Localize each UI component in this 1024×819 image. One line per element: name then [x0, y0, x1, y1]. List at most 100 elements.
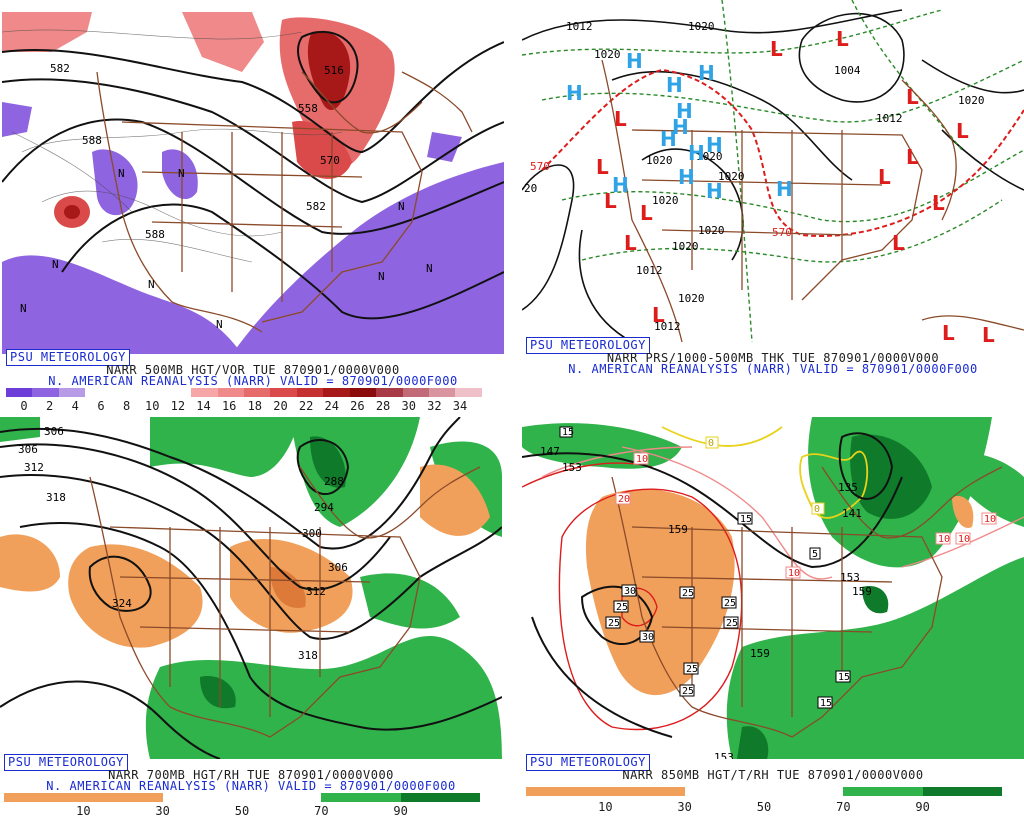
geography-outlines	[601, 59, 1024, 342]
contour-label: 153	[840, 571, 860, 584]
panel-title: NARR 850MB HGT/T/RH TUE 870901/0000V000	[622, 768, 924, 782]
vorticity-negative-atlantic	[427, 132, 462, 162]
temp-label: 10	[984, 514, 996, 525]
temp-label: 20	[618, 494, 630, 505]
contour-label: 159	[852, 585, 872, 598]
colorbar-segment	[217, 388, 244, 397]
contour-label: 159	[668, 523, 688, 536]
map-700mb: 306 306 312 318 324 288 294 300 306 312 …	[0, 417, 502, 759]
temp-label: 10	[938, 534, 950, 545]
temp-box: 30	[639, 630, 655, 643]
colorbar-segment	[85, 388, 112, 397]
temp-box: 5	[809, 547, 821, 560]
colorbar-segment	[191, 388, 218, 397]
moist-area	[290, 417, 420, 527]
contour-label: 288	[324, 475, 344, 488]
temp-label: 25	[726, 618, 738, 629]
psu-meteorology-logo: PSU METEOROLOGY	[526, 754, 650, 771]
temp-box: 25	[721, 596, 737, 609]
colorbar-segment	[526, 787, 606, 796]
panel-500mb-vorticity: 582 516 558 570 582 588 588 N N N N N N …	[2, 12, 504, 414]
high-marker: H	[626, 49, 643, 73]
temp-box: 0	[705, 436, 719, 449]
temp-label: 10	[958, 534, 970, 545]
temp-label: 5	[812, 549, 818, 560]
colorbar-segment	[111, 388, 139, 397]
colorbar-segment	[922, 787, 1002, 796]
moist-area-south	[726, 557, 1024, 759]
dry-area-atlantic	[420, 464, 490, 536]
contour-labels: 306 306 312 318 324 288 294 300 306 312 …	[18, 425, 348, 662]
colorbar-tick-label: 22	[298, 399, 314, 413]
vorticity-pacific-core	[64, 205, 80, 219]
dry-area-west	[68, 544, 203, 648]
contour-label: 516	[324, 64, 344, 77]
map-500mb: 582 516 558 570 582 588 588 N N N N N N …	[2, 12, 504, 354]
isobar-label: 1020	[672, 240, 699, 253]
colorbar-tick-label: 24	[324, 399, 339, 413]
temp-box: 0	[811, 502, 825, 515]
colorbar-ticks: 10 30 50 70 90	[0, 804, 502, 818]
colorbar-tick-label: 90	[915, 800, 930, 814]
colorbar-tick-label: 10	[598, 800, 613, 814]
vorticity-negative-rockies	[162, 149, 198, 200]
vorticity-min-marker: N	[52, 258, 59, 271]
contour-label: 558	[298, 102, 318, 115]
vorticity-negative-east	[232, 162, 504, 354]
vorticity-negative-south	[2, 255, 242, 354]
contour-label: 582	[50, 62, 70, 75]
temp-label: 0	[814, 504, 820, 515]
low-marker: L	[652, 303, 665, 327]
temp-box: 10	[633, 452, 649, 465]
vorticity-min-marker: N	[178, 167, 185, 180]
vorticity-positive-area	[182, 12, 264, 72]
negative-markers: N N N N N N N N N	[20, 167, 433, 331]
contour-label: 312	[24, 461, 44, 474]
colorbar-tick-label: 26	[350, 399, 365, 413]
colorbar-segment	[243, 388, 271, 397]
isobar-label: 20	[524, 182, 537, 195]
temp-box: 25	[683, 662, 699, 675]
dry-area-atlantic	[952, 496, 974, 528]
panel-title: NARR 700MB HGT/RH TUE 870901/0000V000	[108, 768, 394, 782]
temp-label: 10	[636, 454, 648, 465]
low-marker: L	[596, 155, 609, 179]
isobar-label: 1020	[594, 48, 621, 61]
low-marker: L	[932, 191, 945, 215]
temp-label: 15	[820, 698, 832, 709]
contour-label: 588	[82, 134, 102, 147]
temp-label: 15	[838, 672, 850, 683]
colorbar-tick-label: 8	[122, 399, 131, 413]
temp-label: 30	[642, 632, 654, 643]
colorbar-tick-label: 0	[20, 399, 28, 413]
vorticity-min-marker: N	[216, 318, 223, 331]
isobar-label: 1020	[958, 94, 985, 107]
very-moist-core	[862, 586, 889, 614]
colorbar-tick-label: 70	[836, 800, 851, 814]
map-pressure: 1012 1020 1020 1004 1020 1012 1020 1020 …	[522, 0, 1024, 342]
colorbar-segment	[400, 793, 480, 802]
colorbar-segment	[605, 787, 685, 796]
vorticity-nw-area	[2, 12, 92, 52]
vorticity-min-marker: N	[398, 200, 405, 213]
colorbar-tick-label: 20	[273, 399, 288, 413]
height-contours	[0, 417, 502, 759]
colorbar-segment	[321, 793, 401, 802]
temp-box: 15	[835, 670, 851, 683]
colorbar-segment	[376, 388, 403, 397]
contour-label: 570	[320, 154, 340, 167]
colorbar-segment	[296, 388, 324, 397]
isobar-label: 1012	[876, 112, 903, 125]
low-marker: L	[624, 231, 637, 255]
temp-label: 25	[608, 618, 620, 629]
vorticity-negative-pacific	[2, 102, 32, 137]
contour-label: 141	[842, 507, 862, 520]
temp-box: 15	[559, 426, 574, 438]
contour-label: 318	[298, 649, 318, 662]
colorbar-tick-label: 30	[155, 804, 170, 818]
high-marker: H	[678, 165, 695, 189]
high-marker: H	[776, 177, 793, 201]
colorbar-segment	[138, 388, 165, 397]
temp-box: 25	[605, 616, 621, 629]
temp-box: 10	[785, 566, 801, 579]
